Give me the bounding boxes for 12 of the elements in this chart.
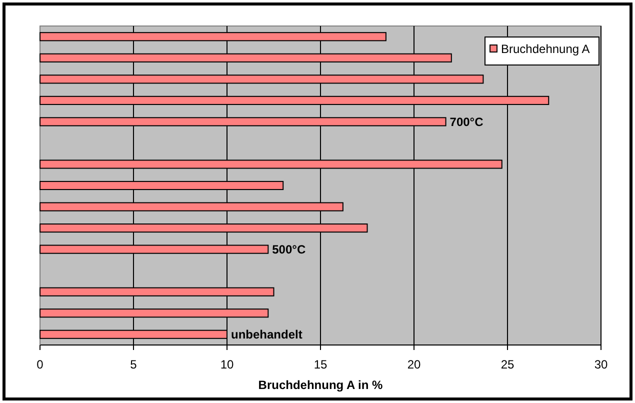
- x-tick-label: 10: [220, 358, 234, 372]
- x-tick-label: 5: [130, 358, 138, 372]
- annotation: unbehandelt: [231, 328, 302, 342]
- annotation: 500°C: [272, 242, 306, 256]
- legend-label: Bruchdehnung A: [501, 42, 590, 56]
- x-tick-label: 0: [36, 358, 44, 372]
- x-tick-label: 20: [407, 358, 421, 372]
- x-tick-label: 15: [314, 358, 328, 372]
- x-tick-label: 25: [500, 358, 514, 372]
- annotation: 700°C: [450, 114, 484, 129]
- x-axis-title: Bruchdehnung A in %: [258, 378, 384, 392]
- x-tick-label: 30: [594, 358, 608, 372]
